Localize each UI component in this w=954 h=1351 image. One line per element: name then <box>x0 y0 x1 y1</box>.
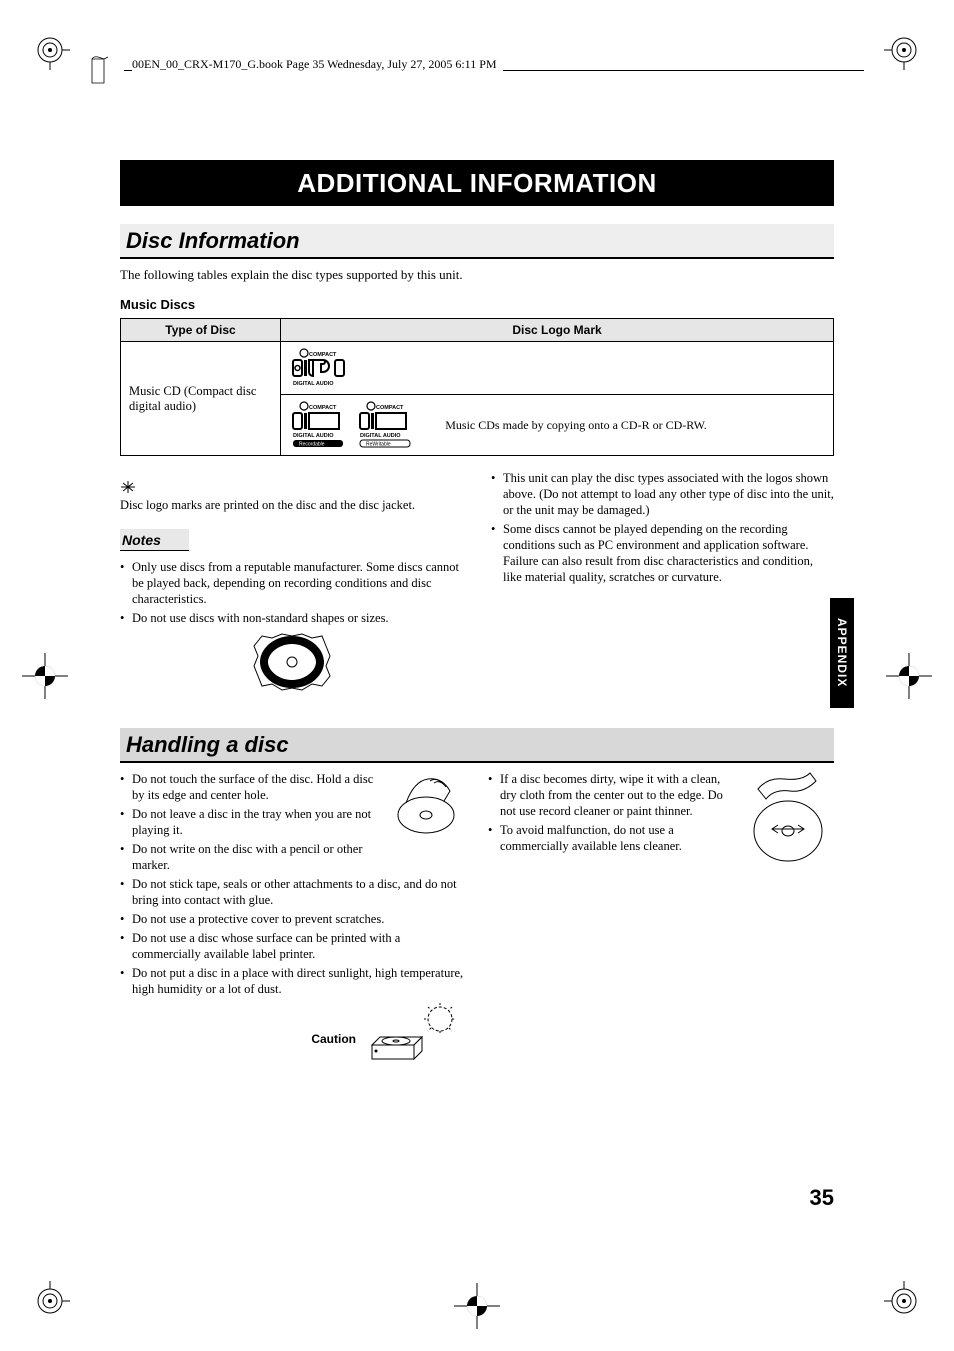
tip-text: Disc logo marks are printed on the disc … <box>120 498 463 513</box>
cell-disc-type: Music CD (Compact disc digital audio) <box>121 342 281 456</box>
crop-mark-br <box>884 1281 918 1315</box>
note-item: Some discs cannot be played depending on… <box>491 521 834 585</box>
note-item: Do not use discs with non-standard shape… <box>120 610 463 626</box>
cdrw-logo-icon: COMPACT DIGITAL AUDIO ReWritable <box>358 401 414 449</box>
cell-logo-cdda: COMPACT DIGITAL AUDIO <box>281 342 834 395</box>
disc-table: Type of Disc Disc Logo Mark Music CD (Co… <box>120 318 834 456</box>
list-item: Do not write on the disc with a pencil o… <box>120 841 466 873</box>
caution-label: Caution <box>311 1032 356 1046</box>
tip-icon <box>120 480 136 498</box>
chapter-banner: ADDITIONAL INFORMATION <box>120 160 834 206</box>
page-content: ADDITIONAL INFORMATION Disc Information … <box>120 160 834 1077</box>
header-text: 00EN_00_CRX-M170_G.book Page 35 Wednesda… <box>132 57 503 72</box>
cdr-logo-icon: COMPACT DIGITAL AUDIO Recordable <box>291 401 347 449</box>
cell-logo-cdr-cdrw: COMPACT DIGITAL AUDIO Recordable COMPACT… <box>281 395 834 456</box>
registration-mark-bottom <box>454 1283 500 1329</box>
crop-mark-tr <box>884 36 918 70</box>
list-item: Do not stick tape, seals or other attach… <box>120 876 466 908</box>
svg-text:COMPACT: COMPACT <box>309 405 337 411</box>
crop-mark-bl <box>36 1281 70 1315</box>
appendix-side-tab: APPENDIX <box>830 598 854 708</box>
section-handling: Handling a disc <box>120 728 834 763</box>
note-item: Only use discs from a reputable manufact… <box>120 559 463 607</box>
svg-text:COMPACT: COMPACT <box>309 352 337 358</box>
svg-text:DIGITAL AUDIO: DIGITAL AUDIO <box>293 381 334 387</box>
notes-right-list: This unit can play the disc types associ… <box>491 470 834 585</box>
page-fold-icon <box>90 55 108 85</box>
list-item: Do not leave a disc in the tray when you… <box>120 806 466 838</box>
svg-text:ReWritable: ReWritable <box>366 442 391 448</box>
nonstandard-disc-icon <box>120 632 463 696</box>
registration-mark-left <box>22 653 68 699</box>
page-number: 35 <box>810 1185 834 1211</box>
crop-mark-tl <box>36 36 70 70</box>
notes-left-list: Only use discs from a reputable manufact… <box>120 559 463 626</box>
svg-text:COMPACT: COMPACT <box>376 405 404 411</box>
svg-text:DIGITAL AUDIO: DIGITAL AUDIO <box>293 433 334 439</box>
compact-disc-logo-icon: COMPACT DIGITAL AUDIO <box>291 348 347 388</box>
list-item: If a disc becomes dirty, wipe it with a … <box>488 771 834 819</box>
lead-text: The following tables explain the disc ty… <box>120 267 834 283</box>
svg-text:DIGITAL AUDIO: DIGITAL AUDIO <box>360 433 401 439</box>
notes-label: Notes <box>120 529 189 551</box>
list-item: To avoid malfunction, do not use a comme… <box>488 822 834 854</box>
list-item: Do not use a protective cover to prevent… <box>120 911 466 927</box>
th-type: Type of Disc <box>121 319 281 342</box>
print-header: 00EN_00_CRX-M170_G.book Page 35 Wednesda… <box>90 55 864 85</box>
list-item: Do not put a disc in a place with direct… <box>120 965 466 997</box>
th-logo: Disc Logo Mark <box>281 319 834 342</box>
cell-copy-note: Music CDs made by copying onto a CD-R or… <box>431 418 707 433</box>
list-item: Do not touch the surface of the disc. Ho… <box>120 771 466 803</box>
section-disc-information: Disc Information <box>120 224 834 259</box>
handling-right-list: If a disc becomes dirty, wipe it with a … <box>488 771 834 854</box>
svg-text:Recordable: Recordable <box>299 442 325 448</box>
sunlight-caution-icon <box>366 1001 466 1077</box>
list-item: Do not use a disc whose surface can be p… <box>120 930 466 962</box>
music-discs-heading: Music Discs <box>120 297 834 312</box>
note-item: This unit can play the disc types associ… <box>491 470 834 518</box>
registration-mark-right <box>886 653 932 699</box>
